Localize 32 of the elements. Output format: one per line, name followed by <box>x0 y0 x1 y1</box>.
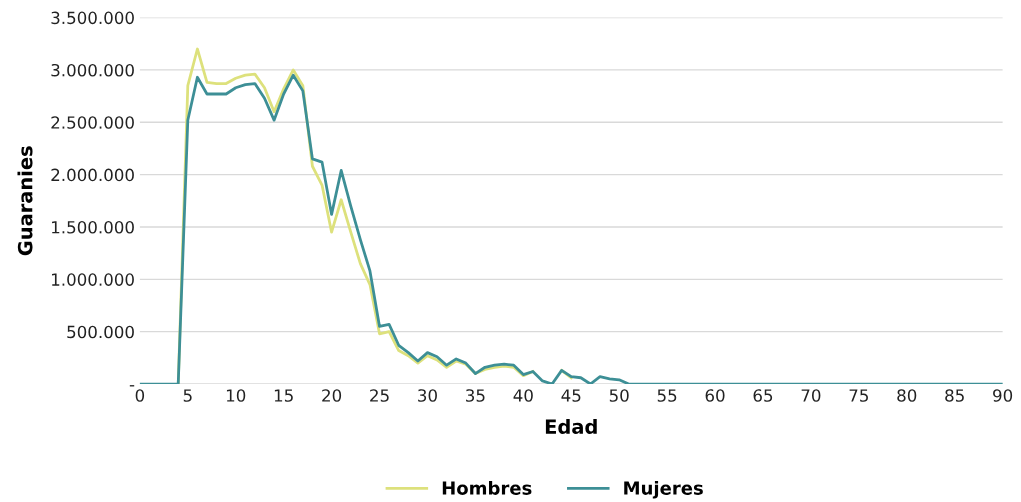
x-tick-label: 75 <box>849 389 868 402</box>
y-tick-label: - <box>129 385 135 387</box>
y-tick-label: 3.000.000 <box>51 63 134 77</box>
y-tick-label: 2.500.000 <box>51 116 134 129</box>
x-tick-label: 70 <box>801 389 821 402</box>
x-tick-label: 40 <box>513 389 533 402</box>
y-tick-label: 1.000.000 <box>52 273 134 286</box>
x-tick-label: 50 <box>609 389 629 402</box>
x-tick-label: 30 <box>418 389 437 402</box>
x-tick-label: 90 <box>993 389 1013 402</box>
x-tick-label: 0 <box>135 389 145 402</box>
x-tick-label: 45 <box>561 389 581 402</box>
x-tick-label: 20 <box>322 389 342 402</box>
x-tick-label: 25 <box>370 389 389 402</box>
x-tick-label: 10 <box>226 389 246 402</box>
x-tick-label: 80 <box>897 389 917 402</box>
y-axis-title: Guaranies <box>17 146 33 256</box>
x-tick-label: 35 <box>466 389 485 402</box>
line-series <box>139 73 1003 385</box>
x-tick-label: 85 <box>945 389 964 402</box>
x-tick-label: 15 <box>274 389 293 402</box>
y-tick-label: 500.000 <box>67 325 134 339</box>
x-tick-label: 5 <box>183 389 192 402</box>
x-tick-label: 65 <box>753 389 773 402</box>
x-tick-label: 60 <box>705 389 725 402</box>
y-tick-label: 2.000.000 <box>51 168 134 182</box>
x-tick-label: 55 <box>657 389 677 402</box>
legend-label: Mujeres <box>624 480 703 499</box>
y-tick-label: 1.500.000 <box>52 220 134 234</box>
y-tick-label: 3.500.000 <box>51 11 134 25</box>
x-axis-title: Edad <box>545 418 597 434</box>
legend-label: Hombres <box>442 480 532 495</box>
